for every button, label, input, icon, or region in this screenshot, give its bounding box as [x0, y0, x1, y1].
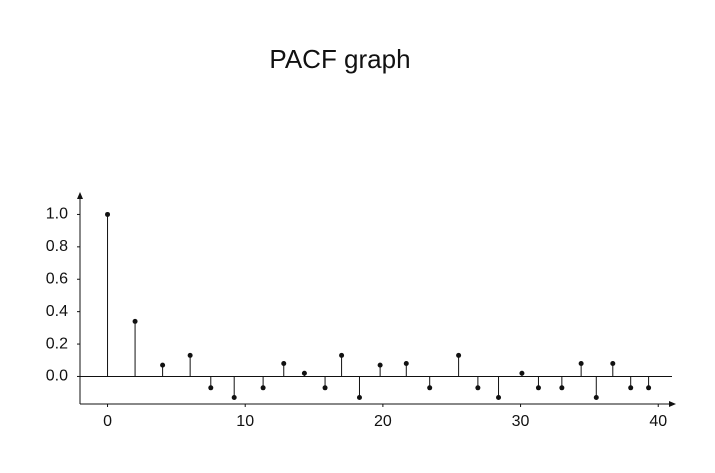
y-tick-label: 0.6: [46, 270, 68, 287]
stem-marker: [377, 362, 383, 368]
stem-marker: [339, 352, 345, 358]
stem-marker: [610, 360, 616, 366]
stem-marker: [519, 370, 525, 376]
stem-marker: [356, 395, 362, 401]
stem-marker: [160, 362, 166, 368]
stem-marker: [456, 352, 462, 358]
stem-marker: [208, 385, 214, 391]
stem-marker: [646, 385, 652, 391]
stem-marker: [496, 395, 502, 401]
stem-marker: [559, 385, 565, 391]
stem-marker: [260, 385, 266, 391]
y-tick-label: 0.0: [46, 368, 68, 385]
stem-marker: [231, 395, 237, 401]
stem-marker: [475, 385, 481, 391]
stem-marker: [403, 360, 409, 366]
y-tick-label: 0.4: [46, 303, 68, 320]
x-tick-label: 20: [374, 413, 392, 430]
stem-marker: [593, 395, 599, 401]
x-tick-label: 30: [512, 413, 530, 430]
x-tick-label: 10: [236, 413, 254, 430]
y-tick-label: 1.0: [46, 206, 68, 223]
stem-marker: [132, 318, 138, 324]
x-axis-arrow: [669, 401, 676, 407]
x-tick-label: 0: [103, 413, 112, 430]
stem-marker: [322, 385, 328, 391]
stem-marker: [628, 385, 634, 391]
y-tick-label: 0.2: [46, 335, 68, 352]
y-axis-arrow: [77, 192, 83, 199]
x-tick-label: 40: [649, 413, 667, 430]
chart-title: PACF graph: [269, 44, 410, 74]
stem-marker: [187, 352, 193, 358]
stem-marker: [105, 211, 111, 217]
stem-marker: [535, 385, 541, 391]
stem-marker: [427, 385, 433, 391]
stem-marker: [281, 360, 287, 366]
y-tick-label: 0.8: [46, 238, 68, 255]
stem-marker: [301, 370, 307, 376]
stem-marker: [578, 360, 584, 366]
